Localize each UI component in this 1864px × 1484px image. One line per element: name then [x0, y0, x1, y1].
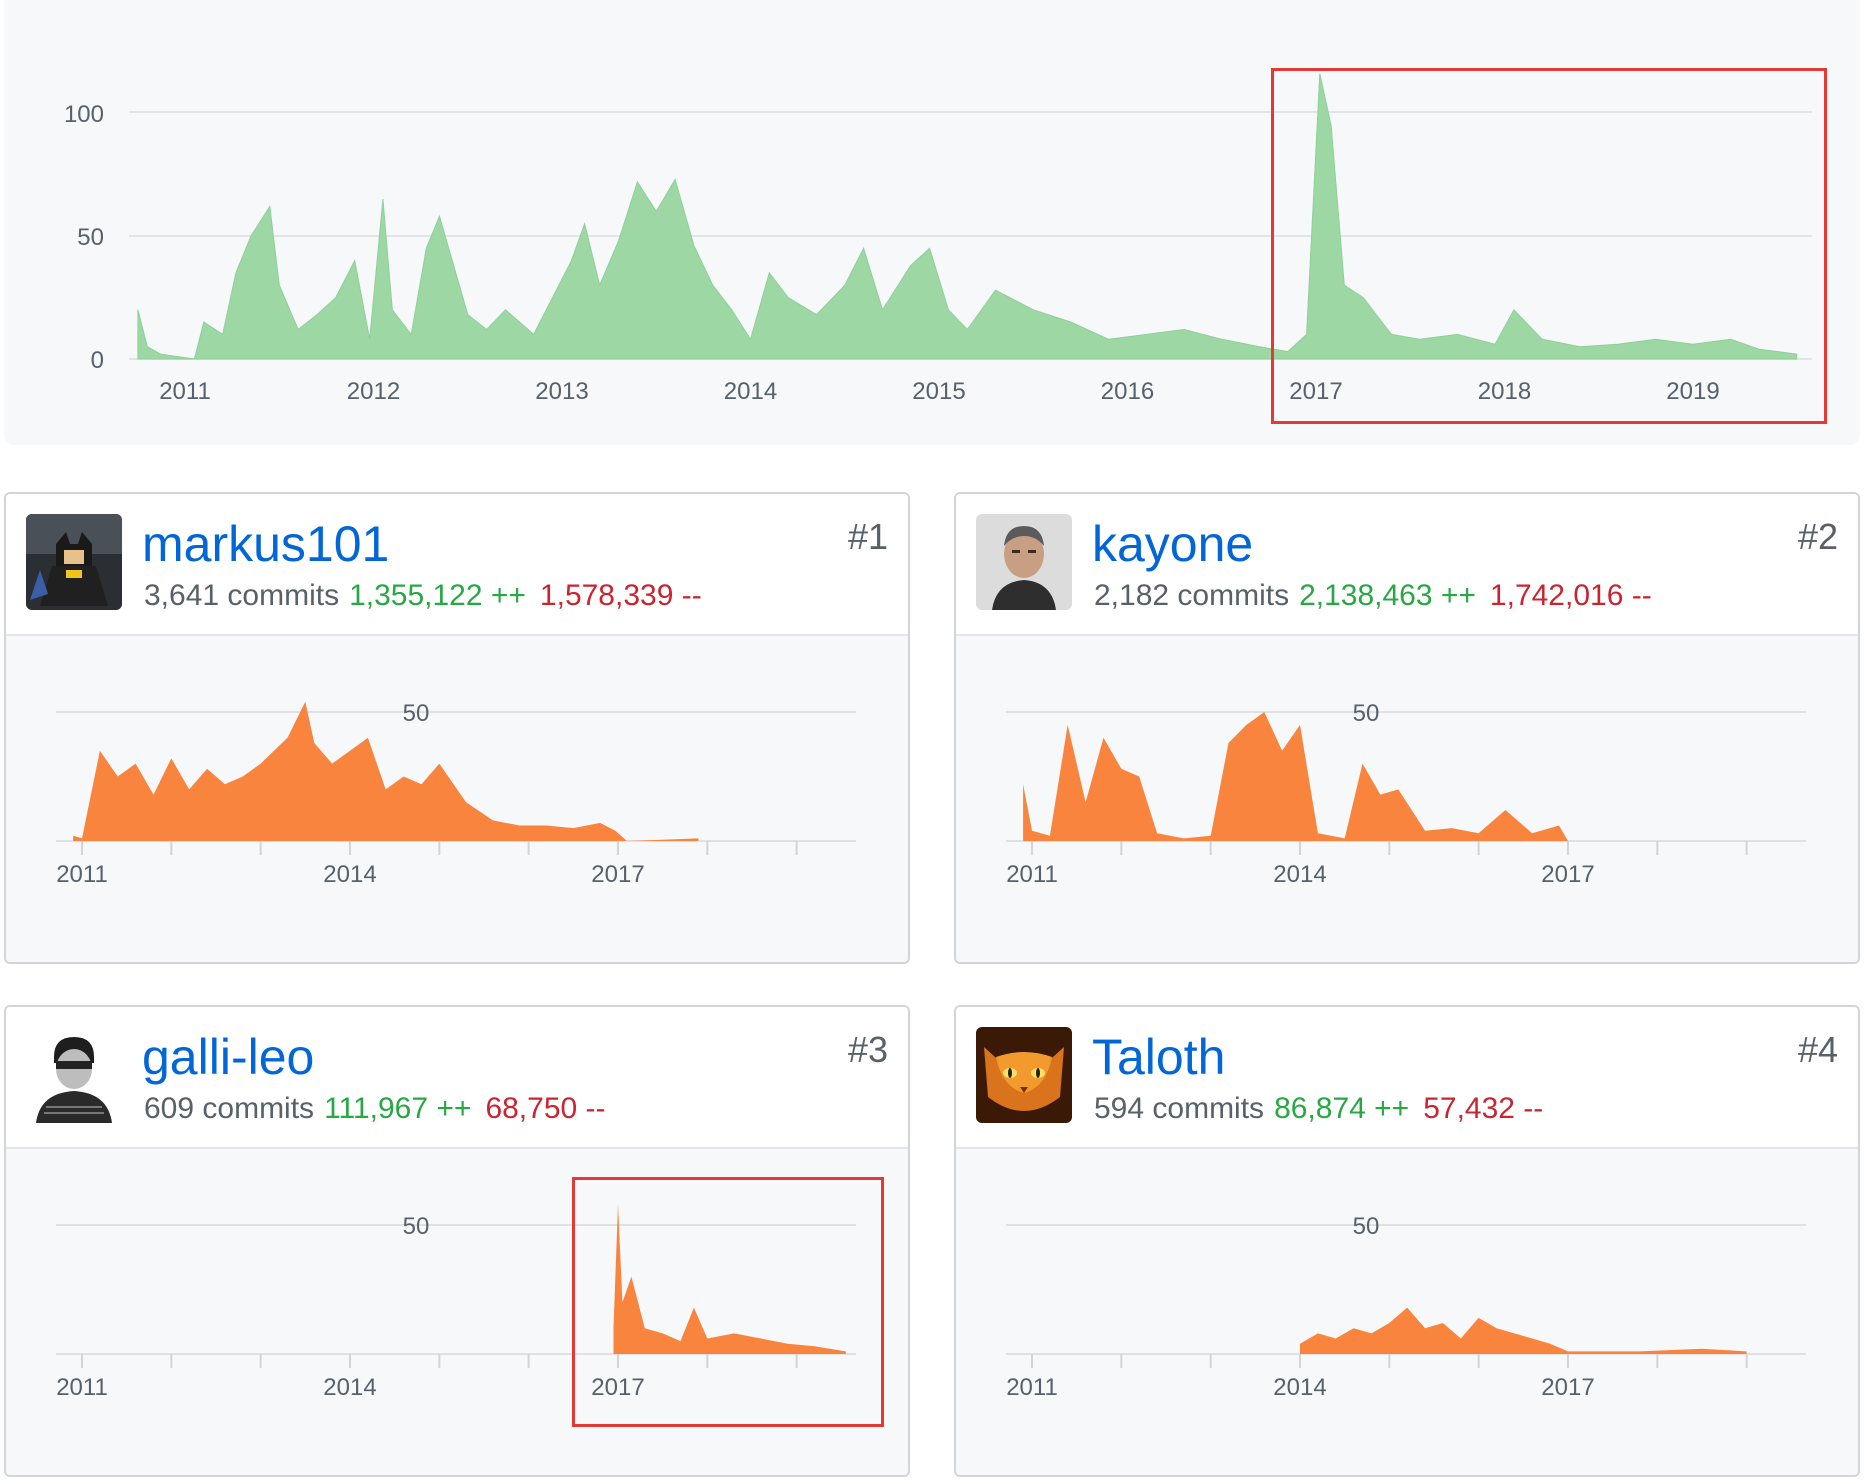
commits-area [137, 73, 1798, 360]
commits-count: 594 commits [1094, 1092, 1265, 1125]
y-tick-50: 50 [77, 224, 104, 251]
x-tick-2011: 2011 [1006, 1374, 1058, 1401]
x-tick-2017: 2017 [591, 861, 644, 888]
additions-count: 1,355,122 ++ [349, 579, 526, 612]
x-tick-2011: 2011 [56, 1374, 108, 1401]
x-tick-2016: 2016 [1101, 378, 1154, 405]
main-commits-chart: 100 50 0 2011 2012 2013 2014 2015 2016 2017 201… [4, 0, 1860, 445]
commits-area [1300, 1307, 1747, 1354]
x-tick-2013: 2013 [535, 378, 588, 405]
username-link[interactable]: Taloth [1092, 1029, 1226, 1085]
additions-count: 86,874 ++ [1274, 1092, 1410, 1125]
x-tick-2011: 2011 [159, 378, 211, 405]
contributor-chart-svg: 50 2011 2014 2017 [1006, 1213, 1806, 1401]
additions-count: 111,967 ++ [324, 1092, 472, 1125]
x-tick-2014: 2014 [1273, 1374, 1326, 1401]
fire-cat-avatar[interactable] [976, 1027, 1072, 1123]
x-tick-2011: 2011 [1006, 861, 1058, 888]
card-header: Taloth 594 commits 86,874 ++ 57,432 -- #4 [956, 1007, 1858, 1149]
username-link[interactable]: galli-leo [142, 1029, 315, 1085]
additions-count: 2,138,463 ++ [1299, 579, 1476, 612]
card-header: markus101 3,641 commits 1,355,122 ++ 1,578… [6, 494, 908, 636]
deletions-count: 1,578,339 -- [539, 579, 702, 612]
x-tick-2017: 2017 [591, 1374, 644, 1401]
contributor-chart: 50 2011 2014 2017 [6, 1149, 908, 1475]
contributor-chart-svg: 50 2011 2014 2017 [1006, 700, 1806, 888]
x-tick-2017: 2017 [1289, 378, 1342, 405]
commits-area [613, 1204, 846, 1354]
rank-badge: #1 [847, 516, 888, 557]
contributor-card-2: kayone 2,182 commits 2,138,463 ++ 1,742,01… [954, 492, 1860, 964]
commits-count: 2,182 commits [1094, 579, 1290, 612]
contributor-chart: 50 2011 2014 2017 [6, 636, 908, 962]
commits-area [73, 701, 699, 841]
contributor-stats: 609 commits 111,967 ++ 68,750 -- [144, 1091, 606, 1127]
contributor-chart: 50 2011 2014 2017 [956, 636, 1858, 962]
x-tick-2012: 2012 [347, 378, 400, 405]
x-tick-2017: 2017 [1541, 1374, 1594, 1401]
commits-count: 3,641 commits [144, 579, 340, 612]
x-tick-2015: 2015 [912, 378, 965, 405]
contributor-card-1: markus101 3,641 commits 1,355,122 ++ 1,578… [4, 492, 910, 964]
x-tick-2019: 2019 [1666, 378, 1719, 405]
contributor-stats: 594 commits 86,874 ++ 57,432 -- [1094, 1091, 1543, 1127]
y-tick-100: 100 [64, 101, 104, 128]
lego-batman-avatar[interactable] [26, 514, 122, 610]
x-axis-ticks: 2011 2012 2013 2014 2015 2016 2017 2018 2019 [159, 378, 1720, 405]
username-link[interactable]: kayone [1092, 516, 1254, 572]
commits-area [1023, 712, 1568, 841]
contributor-card-3: galli-leo 609 commits 111,967 ++ 68,750 --… [4, 1005, 910, 1477]
contributor-chart-svg: 50 2011 2014 2017 [56, 1204, 856, 1401]
card-header: galli-leo 609 commits 111,967 ++ 68,750 --… [6, 1007, 908, 1149]
portrait-avatar[interactable] [976, 514, 1072, 610]
commits-count: 609 commits [144, 1092, 315, 1125]
contributor-chart-svg: 50 2011 2014 2017 [56, 700, 856, 888]
y-tick-50: 50 [403, 700, 430, 727]
contributor-chart: 50 2011 2014 2017 [956, 1149, 1858, 1475]
x-tick-2014: 2014 [323, 861, 376, 888]
main-chart-svg: 100 50 0 2011 2012 2013 2014 2015 2016 2017 201… [64, 73, 1812, 405]
x-tick-2018: 2018 [1478, 378, 1531, 405]
deletions-count: 68,750 -- [485, 1092, 606, 1125]
username-link[interactable]: markus101 [142, 516, 390, 572]
rank-badge: #4 [1797, 1029, 1838, 1070]
contributor-stats: 2,182 commits 2,138,463 ++ 1,742,016 -- [1094, 578, 1652, 614]
y-tick-50: 50 [1353, 700, 1380, 727]
y-tick-0: 0 [91, 347, 104, 374]
contributor-stats: 3,641 commits 1,355,122 ++ 1,578,339 -- [144, 578, 702, 614]
rank-badge: #3 [847, 1029, 888, 1070]
x-tick-2014: 2014 [1273, 861, 1326, 888]
x-tick-2011: 2011 [56, 861, 108, 888]
rank-badge: #2 [1797, 516, 1838, 557]
x-tick-2014: 2014 [724, 378, 777, 405]
x-tick-2017: 2017 [1541, 861, 1594, 888]
bw-portrait-avatar[interactable] [26, 1027, 122, 1123]
deletions-count: 57,432 -- [1423, 1092, 1544, 1125]
card-header: kayone 2,182 commits 2,138,463 ++ 1,742,01… [956, 494, 1858, 636]
y-tick-50: 50 [403, 1213, 430, 1240]
x-tick-2014: 2014 [323, 1374, 376, 1401]
y-tick-50: 50 [1353, 1213, 1380, 1240]
deletions-count: 1,742,016 -- [1489, 579, 1652, 612]
contributor-card-4: Taloth 594 commits 86,874 ++ 57,432 -- #4 … [954, 1005, 1860, 1477]
